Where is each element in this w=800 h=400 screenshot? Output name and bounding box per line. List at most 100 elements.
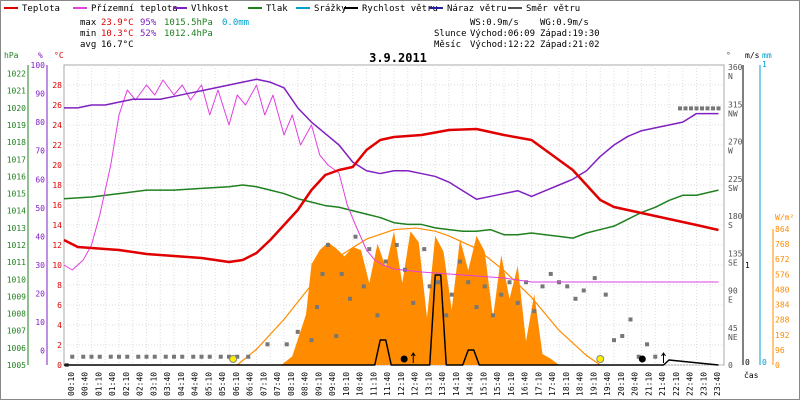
mm-tick: 0 xyxy=(762,358,767,367)
stat-avg-label: avg xyxy=(80,40,96,50)
wind-direction-point xyxy=(603,292,608,297)
wind-direction-point xyxy=(422,247,427,252)
sun-moon-markers xyxy=(229,352,666,363)
dir-tick: 135 xyxy=(728,249,743,258)
temp-tick: 8 xyxy=(57,281,62,290)
wind-direction-point xyxy=(444,313,449,318)
time-tick: 10:10 xyxy=(342,372,351,396)
dir-tick: 270 xyxy=(728,138,743,147)
wm2-tick: 384 xyxy=(775,301,790,310)
time-tick: 19:40 xyxy=(603,372,612,396)
time-tick: 17:40 xyxy=(548,372,557,396)
direction-arrow xyxy=(410,352,416,363)
wind-direction-point xyxy=(573,296,578,301)
hpa-tick: 1008 xyxy=(7,310,26,319)
wind-direction-point xyxy=(711,106,715,111)
wind-direction-point xyxy=(427,284,432,289)
wind-direction-point xyxy=(653,354,658,359)
wm2-unit: W/m² xyxy=(775,213,794,222)
temp-tick: 10 xyxy=(52,261,62,270)
humidity-line xyxy=(64,78,719,201)
time-tick: 06:40 xyxy=(246,372,255,396)
ms-tick: 1 xyxy=(745,261,750,270)
wind-direction-point xyxy=(383,259,388,264)
time-tick: 06:10 xyxy=(232,372,241,396)
legend-label-0: Teplota xyxy=(22,4,60,14)
wm2-tick: 864 xyxy=(775,225,790,234)
wind-direction-point xyxy=(180,354,185,359)
wm2-tick: 96 xyxy=(775,346,785,355)
time-tick: 11:40 xyxy=(383,372,392,396)
ms-unit: m/s xyxy=(745,51,760,60)
hpa-unit: hPa xyxy=(4,51,19,60)
dir-label: NE xyxy=(728,333,738,342)
wind-direction-point xyxy=(163,354,168,359)
time-tick: 16:40 xyxy=(521,372,530,396)
wind-direction-point xyxy=(628,317,633,322)
sun-label: Slunce xyxy=(434,29,467,39)
time-tick: 22:10 xyxy=(672,372,681,396)
time-tick: 20:10 xyxy=(617,372,626,396)
ms-tick: 0 xyxy=(745,358,750,367)
mm-tick: 1 xyxy=(762,60,767,69)
wind-direction-point xyxy=(540,284,545,289)
wind-direction-point xyxy=(411,300,416,305)
wind-direction-point xyxy=(152,354,157,359)
dir-label: N xyxy=(728,72,733,81)
time-tick: 00:40 xyxy=(81,372,90,396)
hpa-tick: 1012 xyxy=(7,241,26,250)
stat-min-label: min xyxy=(80,29,96,39)
wm2-tick: 576 xyxy=(775,270,790,279)
legend-label-2: Vlhkost xyxy=(191,4,229,14)
moon-marker xyxy=(638,355,646,363)
dir-label: W xyxy=(728,147,733,156)
hpa-tick: 1006 xyxy=(7,344,26,353)
wind-direction-point xyxy=(295,329,300,334)
hpa-tick: 1011 xyxy=(7,258,26,267)
wind-direction-point xyxy=(636,354,641,359)
wind-direction-point xyxy=(482,284,487,289)
stat-max-press: 1015.5hPa xyxy=(164,18,213,28)
wind-direction-point xyxy=(353,234,358,239)
time-tick: 16:10 xyxy=(507,372,516,396)
time-tick: 01:40 xyxy=(108,372,117,396)
stat-min-press: 1012.4hPa xyxy=(164,29,213,39)
stats-panel: max 23.9°C 95% 1015.5hPa 0.0mm min 10.3°… xyxy=(80,18,600,50)
time-tick: 12:40 xyxy=(411,372,420,396)
wind-direction-point xyxy=(565,284,570,289)
time-tick: 14:40 xyxy=(466,372,475,396)
pct-tick: 70 xyxy=(35,147,45,156)
dir-tick: 180 xyxy=(728,212,743,221)
temp-tick: 16 xyxy=(52,201,62,210)
wind-direction-point xyxy=(515,300,520,305)
wind-direction-point xyxy=(199,354,204,359)
wind-direction-point xyxy=(449,292,454,297)
wind-direction-point xyxy=(218,354,223,359)
temp-unit: °C xyxy=(54,51,64,60)
temp-tick: 2 xyxy=(57,341,62,350)
time-tick: 15:40 xyxy=(493,372,502,396)
time-tick: 04:10 xyxy=(177,372,186,396)
temp-tick: 22 xyxy=(52,141,62,150)
wind-direction-point xyxy=(474,305,479,310)
time-tick: 15:10 xyxy=(479,372,488,396)
stat-min-temp: 10.3°C xyxy=(101,29,134,39)
wm2-tick: 672 xyxy=(775,255,790,264)
time-tick: 12:10 xyxy=(397,372,406,396)
wm2-tick: 480 xyxy=(775,285,790,294)
time-tick: 01:10 xyxy=(94,372,103,396)
pct-tick: 20 xyxy=(35,290,45,299)
time-tick: 21:40 xyxy=(658,372,667,396)
hpa-tick: 1013 xyxy=(7,224,26,233)
dir-tick: 225 xyxy=(728,175,743,184)
wind-direction-point xyxy=(612,338,616,343)
pct-tick: 60 xyxy=(35,175,45,184)
wind-direction-point xyxy=(507,280,512,285)
wind-direction-point xyxy=(334,334,339,339)
hpa-tick: 1014 xyxy=(7,207,26,216)
pct-tick: 80 xyxy=(35,118,45,127)
wind-direction-point xyxy=(144,354,149,359)
wind-direction-point xyxy=(361,284,366,289)
wind-direction-point xyxy=(207,354,212,359)
